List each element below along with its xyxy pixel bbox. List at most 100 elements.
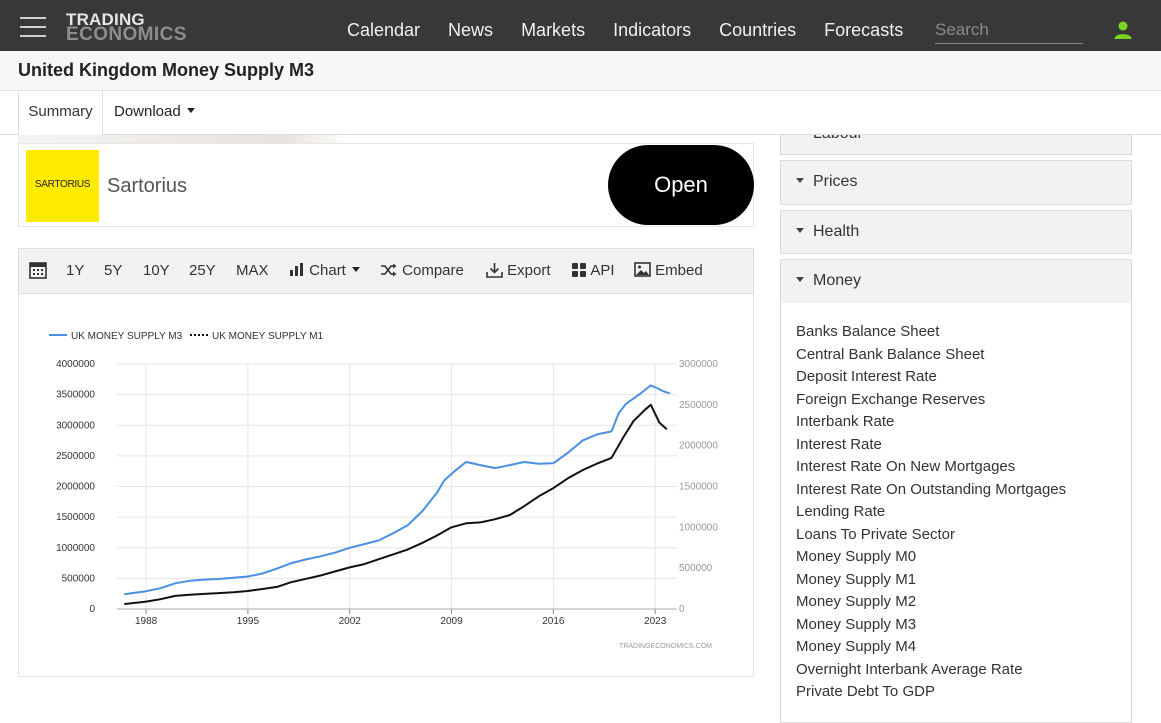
y-right-tick-label: 1000000 (679, 522, 718, 533)
series-line-m1 (124, 403, 668, 606)
list-item[interactable]: Interest Rate On New Mortgages (796, 458, 1016, 475)
list-item[interactable]: Central Bank Balance Sheet (796, 345, 985, 363)
y-right-tick-label: 3000000 (679, 359, 718, 370)
nav-link-forecasts[interactable]: Forecasts (824, 20, 904, 40)
y-left-tick-label: 3500000 (56, 390, 95, 401)
y-right-tick-label: 1500000 (679, 482, 718, 493)
sidebar-section-prices-label: Prices (813, 173, 858, 190)
api-button[interactable]: API (571, 249, 615, 293)
ad-open-button[interactable]: Open (608, 145, 754, 225)
shuffle-icon (381, 263, 397, 277)
chart-watermark: TRADINGECONOMICS.COM (619, 643, 712, 650)
sidebar-section-labour[interactable]: Labour (780, 135, 1132, 155)
y-left-tick-label: 3000000 (56, 420, 95, 431)
list-item[interactable]: Loans To Private Sector (796, 525, 955, 543)
compare-label: Compare (402, 262, 464, 279)
sidebar-section-health-label: Health (813, 223, 860, 240)
ad-logo-text: SARTORIUS (34, 179, 91, 190)
nav-link-news[interactable]: News (448, 20, 494, 40)
sidebar-section-labour-label: Labour (813, 135, 863, 143)
embed-label: Embed (655, 262, 703, 279)
y-left-tick-label: 1000000 (56, 543, 95, 554)
nav-link-calendar[interactable]: Calendar (347, 20, 421, 40)
y-left-tick-label: 1500000 (56, 512, 95, 523)
main-nav: Calendar News Markets Indicators Countri… (333, 0, 917, 51)
calendar-icon[interactable] (29, 249, 47, 293)
hamburger-menu-icon[interactable] (20, 17, 46, 37)
site-logo[interactable]: TRADING ECONOMICS (66, 10, 187, 44)
list-item[interactable]: Money Supply M3 (796, 615, 917, 633)
chart-type-button[interactable]: Chart (289, 249, 360, 293)
sidebar-section-money-label: Money (813, 272, 862, 289)
list-item[interactable]: Money Supply M2 (796, 593, 917, 610)
x-tick-label: 2002 (339, 616, 362, 627)
ad-name: Sartorius (107, 175, 188, 197)
range-10y-button[interactable]: 10Y (143, 262, 170, 279)
caret-down-icon (796, 177, 804, 183)
caret-down-icon (351, 267, 360, 273)
money-indicator-list: Banks Balance Sheet Central Bank Balance… (780, 303, 1132, 723)
caret-down-icon (186, 108, 195, 114)
list-item[interactable]: Interest Rate (796, 435, 882, 453)
embed-button[interactable]: Embed (634, 249, 703, 293)
y-right-tick-label: 500000 (679, 563, 713, 574)
list-item[interactable]: Foreign Exchange Reserves (796, 390, 986, 408)
list-item[interactable]: Money Supply M0 (796, 548, 917, 565)
y-left-tick-label: 500000 (62, 573, 96, 584)
legend-label-m3: UK MONEY SUPPLY M3 (71, 331, 183, 342)
page-title: United Kingdom Money Supply M3 (18, 60, 314, 80)
list-item[interactable]: Overnight Interbank Average Rate (796, 660, 1023, 678)
x-tick-label: 1988 (135, 616, 158, 627)
list-item[interactable]: Interbank Rate (796, 413, 895, 430)
tab-summary[interactable]: Summary (18, 91, 103, 136)
range-1y-button[interactable]: 1Y (66, 262, 85, 279)
nav-link-indicators[interactable]: Indicators (613, 20, 692, 40)
y-left-tick-label: 0 (89, 604, 95, 615)
y-left-tick-label: 2000000 (56, 482, 95, 493)
nav-link-countries[interactable]: Countries (719, 20, 797, 40)
tab-bar: Summary Download (0, 91, 1161, 136)
x-tick-label: 2016 (542, 616, 565, 627)
list-item[interactable]: Private Debt To GDP (796, 683, 935, 700)
api-label: API (590, 262, 615, 279)
line-chart[interactable]: 0 500000 1000000 1500000 2000000 2500000 30000… (19, 294, 755, 677)
list-item[interactable]: Money Supply M4 (796, 638, 917, 655)
grid-icon (572, 262, 586, 277)
x-tick-label: 2009 (440, 616, 463, 627)
bar-chart-icon (290, 263, 303, 277)
compare-button[interactable]: Compare (380, 249, 464, 293)
ad-logo: SARTORIUS (26, 150, 99, 222)
sidebar-section-prices[interactable]: Prices (780, 160, 1132, 205)
chart-toolbar: 1Y 5Y 10Y 25Y MAX Chart Compare Export A… (18, 248, 754, 294)
download-icon (486, 262, 503, 278)
list-item[interactable]: Interest Rate On Outstanding Mortgages (796, 480, 1067, 498)
sidebar-section-money[interactable]: Money (780, 259, 1132, 304)
y-right-tick-label: 2000000 (679, 441, 718, 452)
tab-download[interactable]: Download (114, 91, 195, 135)
search-input[interactable] (935, 16, 1083, 44)
export-button[interactable]: Export (486, 249, 551, 293)
nav-link-markets[interactable]: Markets (521, 20, 586, 40)
y-right-tick-label: 0 (679, 604, 685, 615)
range-max-button[interactable]: MAX (236, 262, 269, 279)
list-item[interactable]: Lending Rate (796, 503, 886, 520)
legend-label-m1: UK MONEY SUPPLY M1 (212, 331, 324, 342)
x-tick-label: 1995 (237, 616, 260, 627)
x-tick-label: 2023 (644, 616, 667, 627)
list-item[interactable]: Banks Balance Sheet (796, 323, 940, 340)
logo-line-1: TRADING (66, 10, 145, 29)
y-right-tick-label: 2500000 (679, 400, 718, 411)
ad-banner[interactable]: SARTORIUS Sartorius Open (18, 143, 754, 227)
list-item[interactable]: Money Supply M1 (796, 570, 917, 588)
range-25y-button[interactable]: 25Y (189, 262, 216, 279)
y-left-tick-label: 2500000 (56, 451, 95, 462)
caret-down-icon (796, 276, 804, 282)
range-5y-button[interactable]: 5Y (104, 262, 123, 279)
list-item[interactable]: Deposit Interest Rate (796, 368, 937, 385)
ad-image-strip (18, 135, 350, 143)
image-icon (634, 262, 651, 277)
sidebar-section-health[interactable]: Health (780, 210, 1132, 254)
title-bar: United Kingdom Money Supply M3 (0, 51, 1161, 91)
top-navbar: TRADING ECONOMICS Calendar News Markets … (0, 0, 1161, 51)
user-icon[interactable] (1113, 20, 1133, 40)
